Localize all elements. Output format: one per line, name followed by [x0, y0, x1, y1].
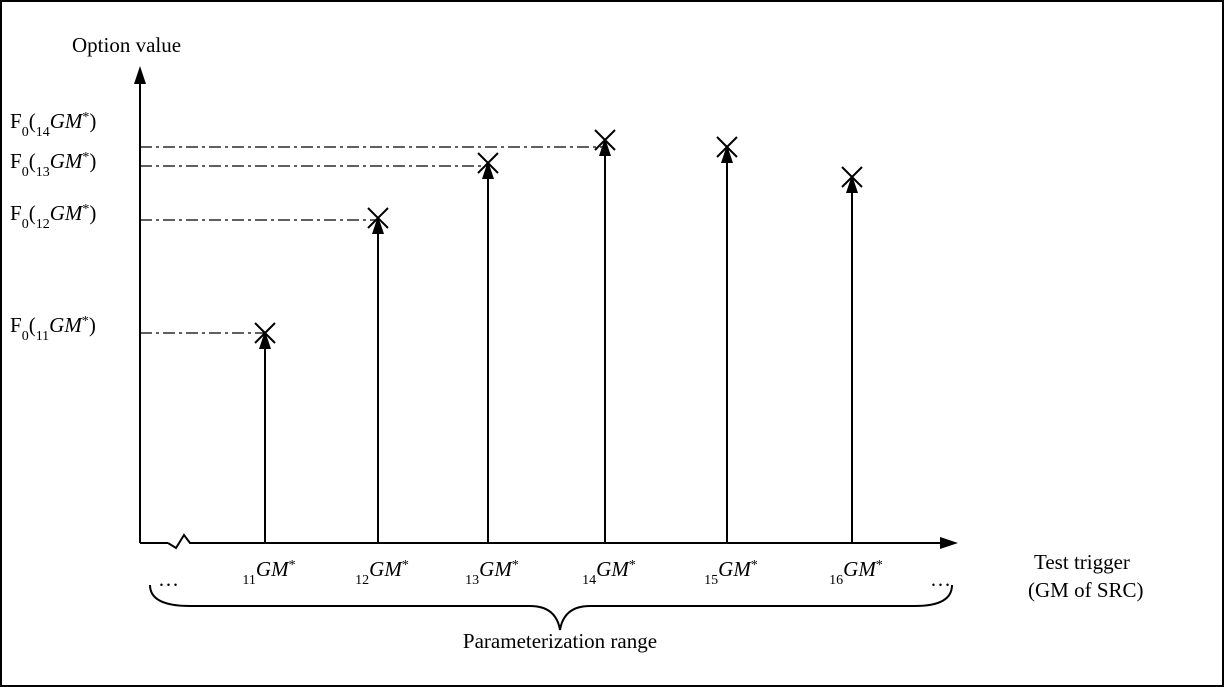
- y-label: F0(14GM*): [10, 109, 96, 140]
- label-part: F: [10, 109, 22, 133]
- label-part: *: [82, 110, 89, 125]
- label-part: (: [29, 201, 36, 225]
- label-part: ): [89, 201, 96, 225]
- x-axis-label: Test trigger: [1034, 550, 1130, 574]
- label-part: ): [89, 313, 96, 337]
- x-label: 11GM*: [242, 557, 295, 588]
- x-label: 13GM*: [465, 557, 519, 588]
- label-part: *: [629, 558, 636, 573]
- arrowhead: [482, 161, 494, 179]
- arrowhead: [846, 175, 858, 193]
- cross-marker: [594, 129, 616, 151]
- y-axis-label: Option value: [72, 33, 181, 57]
- label-part: *: [402, 558, 409, 573]
- label-part: GM: [718, 557, 752, 581]
- label-part: (: [29, 149, 36, 173]
- ellipsis: …: [158, 567, 179, 591]
- arrowhead: [372, 216, 384, 234]
- arrowhead: [134, 66, 146, 84]
- label-part: (: [29, 109, 36, 133]
- label-part: 14: [36, 125, 50, 140]
- y-label: F0(13GM*): [10, 149, 96, 180]
- x-label: 15GM*: [704, 557, 758, 588]
- range-label: Parameterization range: [463, 629, 657, 653]
- label-part: *: [82, 150, 89, 165]
- x-label: 14GM*: [582, 557, 636, 588]
- label-part: GM: [50, 109, 84, 133]
- label-part: 11: [242, 573, 255, 588]
- label-part: 14: [582, 573, 596, 588]
- y-label: F0(11GM*): [10, 313, 96, 344]
- ellipsis: …: [930, 567, 951, 591]
- cross-marker: [254, 322, 276, 344]
- label-part: 0: [22, 217, 29, 232]
- label-part: 13: [36, 165, 50, 180]
- axis-break: [167, 533, 943, 550]
- label-part: 12: [36, 217, 50, 232]
- arrowhead: [940, 537, 958, 549]
- x-label: 12GM*: [355, 557, 409, 588]
- label-part: GM: [49, 313, 83, 337]
- label-part: GM: [479, 557, 513, 581]
- label-part: 16: [829, 573, 843, 588]
- label-part: 15: [704, 573, 718, 588]
- label-part: GM: [256, 557, 290, 581]
- label-part: F: [10, 313, 22, 337]
- label-part: GM: [369, 557, 403, 581]
- label-part: *: [751, 558, 758, 573]
- label-part: 11: [36, 329, 49, 344]
- label-part: GM: [843, 557, 877, 581]
- label-part: GM: [596, 557, 630, 581]
- x-axis-label: (GM of SRC): [1028, 578, 1144, 602]
- label-part: *: [82, 202, 89, 217]
- label-part: 12: [355, 573, 369, 588]
- label-part: ): [89, 149, 96, 173]
- cross-marker: [716, 136, 738, 158]
- cross-marker: [367, 207, 389, 229]
- label-part: 0: [22, 165, 29, 180]
- label-part: GM: [50, 201, 84, 225]
- label-part: GM: [50, 149, 84, 173]
- arrowhead: [721, 145, 733, 163]
- label-part: F: [10, 201, 22, 225]
- arrowhead: [599, 138, 611, 156]
- label-part: ): [89, 109, 96, 133]
- label-part: *: [876, 558, 883, 573]
- label-part: 0: [22, 125, 29, 140]
- label-part: 0: [22, 329, 29, 344]
- cross-marker: [477, 152, 499, 174]
- cross-marker: [841, 166, 863, 188]
- x-label: 16GM*: [829, 557, 883, 588]
- label-part: (: [29, 313, 36, 337]
- label-part: *: [82, 314, 89, 329]
- label-part: *: [289, 558, 296, 573]
- label-part: 13: [465, 573, 479, 588]
- arrowhead: [259, 331, 271, 349]
- label-part: F: [10, 149, 22, 173]
- brace: [149, 584, 953, 631]
- label-part: *: [512, 558, 519, 573]
- y-label: F0(12GM*): [10, 201, 96, 232]
